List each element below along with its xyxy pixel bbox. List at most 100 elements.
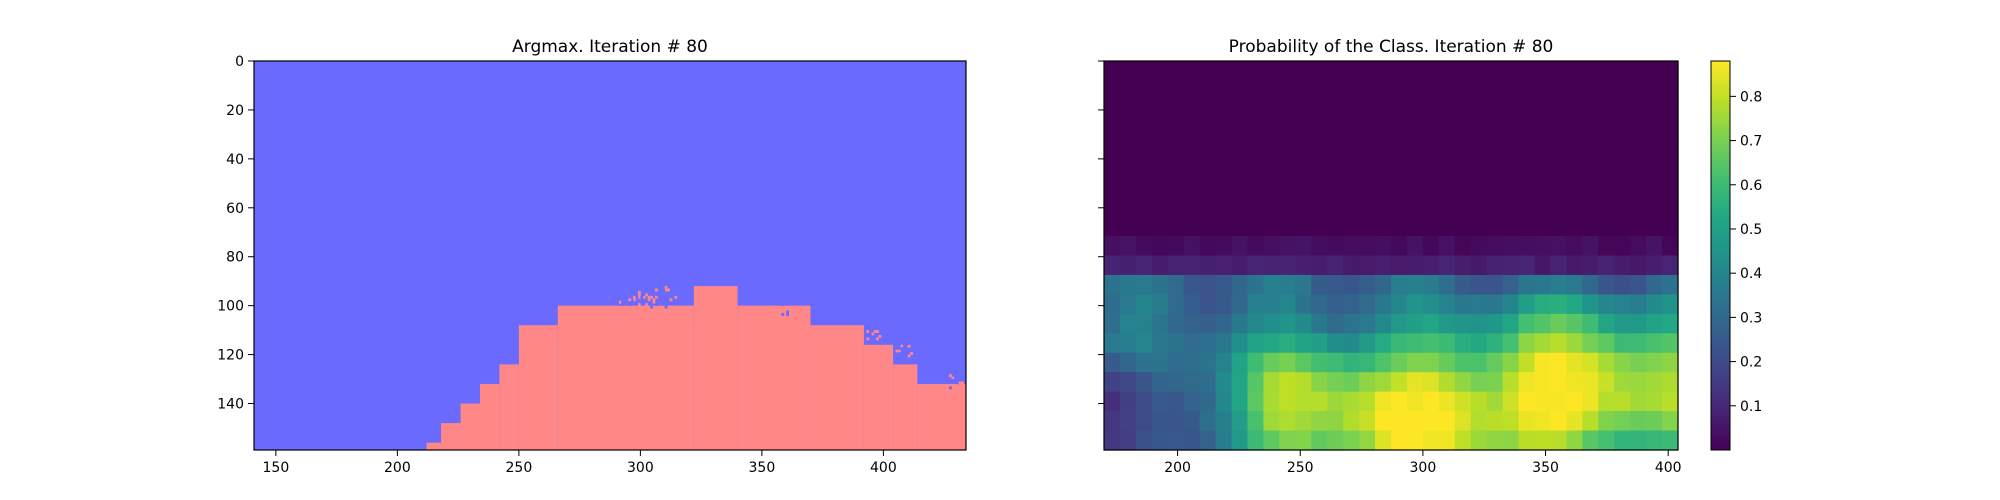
probability-cell: [1183, 274, 1201, 295]
probability-cell: [1614, 352, 1631, 373]
probability-cell: [1454, 80, 1472, 101]
probability-cell: [1151, 177, 1169, 198]
probability-cell: [1247, 411, 1265, 432]
probability-cell: [1263, 333, 1280, 354]
probability-cell: [1311, 158, 1328, 179]
probability-cell: [1279, 294, 1296, 315]
probability-cell: [1135, 352, 1153, 373]
probability-cell: [1151, 430, 1169, 451]
probability-cell: [1502, 333, 1520, 354]
probability-cell: [1135, 313, 1153, 334]
probability-cell: [1295, 138, 1312, 159]
probability-cell: [1422, 255, 1440, 276]
probability-cell: [1422, 80, 1440, 101]
probability-cell: [1311, 255, 1328, 276]
probability-cell: [1183, 236, 1201, 257]
probability-cell: [1135, 216, 1153, 237]
probability-x-tick-label: 200: [1164, 460, 1191, 476]
probability-cell: [1646, 158, 1663, 179]
probability-cell: [1167, 99, 1185, 120]
probability-cell: [1614, 119, 1631, 140]
probability-cell: [1391, 119, 1408, 140]
probability-cell: [1518, 158, 1536, 179]
probability-cell: [1375, 313, 1392, 334]
probability-cell: [1199, 411, 1217, 432]
probability-cell: [1135, 274, 1153, 295]
argmax-noise-pixel: [611, 303, 615, 307]
probability-cell: [1662, 391, 1679, 412]
probability-cell: [1151, 80, 1169, 101]
probability-cell: [1327, 99, 1344, 120]
probability-cell: [1598, 274, 1615, 295]
argmax-noise-pixel: [616, 298, 619, 302]
probability-cell: [1183, 177, 1201, 198]
colorbar-ticks: 0.1 0.2 0.3 0.4 0.5 0.6 0.7 0.8: [1730, 89, 1762, 415]
probability-cell: [1550, 216, 1567, 237]
probability-cell: [1359, 80, 1376, 101]
probability-cell: [1614, 236, 1631, 257]
probability-cell: [1263, 274, 1280, 295]
colorbar-tick-label: 0.3: [1740, 310, 1762, 326]
probability-cell: [1422, 411, 1440, 432]
probability-cell: [1119, 80, 1137, 101]
probability-cell: [1470, 197, 1488, 218]
probability-cell: [1582, 372, 1599, 393]
probability-cell: [1135, 197, 1153, 218]
probability-cell: [1534, 158, 1552, 179]
probability-cell: [1311, 294, 1328, 315]
probability-cell: [1311, 197, 1328, 218]
probability-cell: [1135, 430, 1153, 451]
probability-cell: [1502, 99, 1520, 120]
probability-cell: [1614, 391, 1631, 412]
argmax-class-step: [479, 383, 500, 450]
probability-cell: [1199, 138, 1217, 159]
probability-cell: [1231, 352, 1249, 373]
argmax-noise-pixel: [897, 349, 901, 353]
probability-cell: [1486, 391, 1504, 412]
probability-cell: [1104, 197, 1121, 218]
probability-cell: [1104, 80, 1121, 101]
probability-cell: [1119, 391, 1137, 412]
probability-cell: [1327, 430, 1344, 451]
probability-cell: [1566, 411, 1583, 432]
probability-cell: [1518, 274, 1536, 295]
probability-cell: [1343, 99, 1360, 120]
probability-cell: [1534, 411, 1552, 432]
probability-cell: [1391, 138, 1408, 159]
probability-cell: [1518, 352, 1536, 373]
probability-cell: [1151, 391, 1169, 412]
probability-cell: [1311, 99, 1328, 120]
probability-cell: [1662, 197, 1679, 218]
probability-cell: [1662, 411, 1679, 432]
probability-cell: [1247, 430, 1265, 451]
probability-cell: [1311, 372, 1328, 393]
probability-cell: [1582, 333, 1599, 354]
probability-cell: [1422, 119, 1440, 140]
probability-cell: [1119, 430, 1137, 451]
probability-cell: [1391, 80, 1408, 101]
argmax-noise-pixel: [664, 286, 668, 289]
colorbar-tick-label: 0.2: [1740, 355, 1762, 371]
argmax-noise-pixel: [669, 298, 673, 302]
probability-cell: [1598, 61, 1615, 82]
probability-cell: [1486, 197, 1504, 218]
probability-cell: [1582, 119, 1599, 140]
probability-cell: [1135, 177, 1153, 198]
probability-cell: [1534, 274, 1552, 295]
argmax-y-tick-label: 0: [235, 54, 244, 70]
argmax-noise-pixel: [625, 295, 629, 299]
probability-cell: [1263, 236, 1280, 257]
probability-cell: [1215, 430, 1233, 451]
probability-cell: [1343, 411, 1360, 432]
probability-cell: [1582, 197, 1599, 218]
probability-cell: [1518, 411, 1536, 432]
probability-cell: [1422, 158, 1440, 179]
probability-cell: [1502, 430, 1520, 451]
probability-cell: [1486, 216, 1504, 237]
probability-cell: [1470, 391, 1488, 412]
probability-cell: [1534, 372, 1552, 393]
argmax-class-step: [426, 442, 442, 450]
probability-cell: [1534, 99, 1552, 120]
probability-cell: [1582, 177, 1599, 198]
probability-cell: [1550, 274, 1567, 295]
